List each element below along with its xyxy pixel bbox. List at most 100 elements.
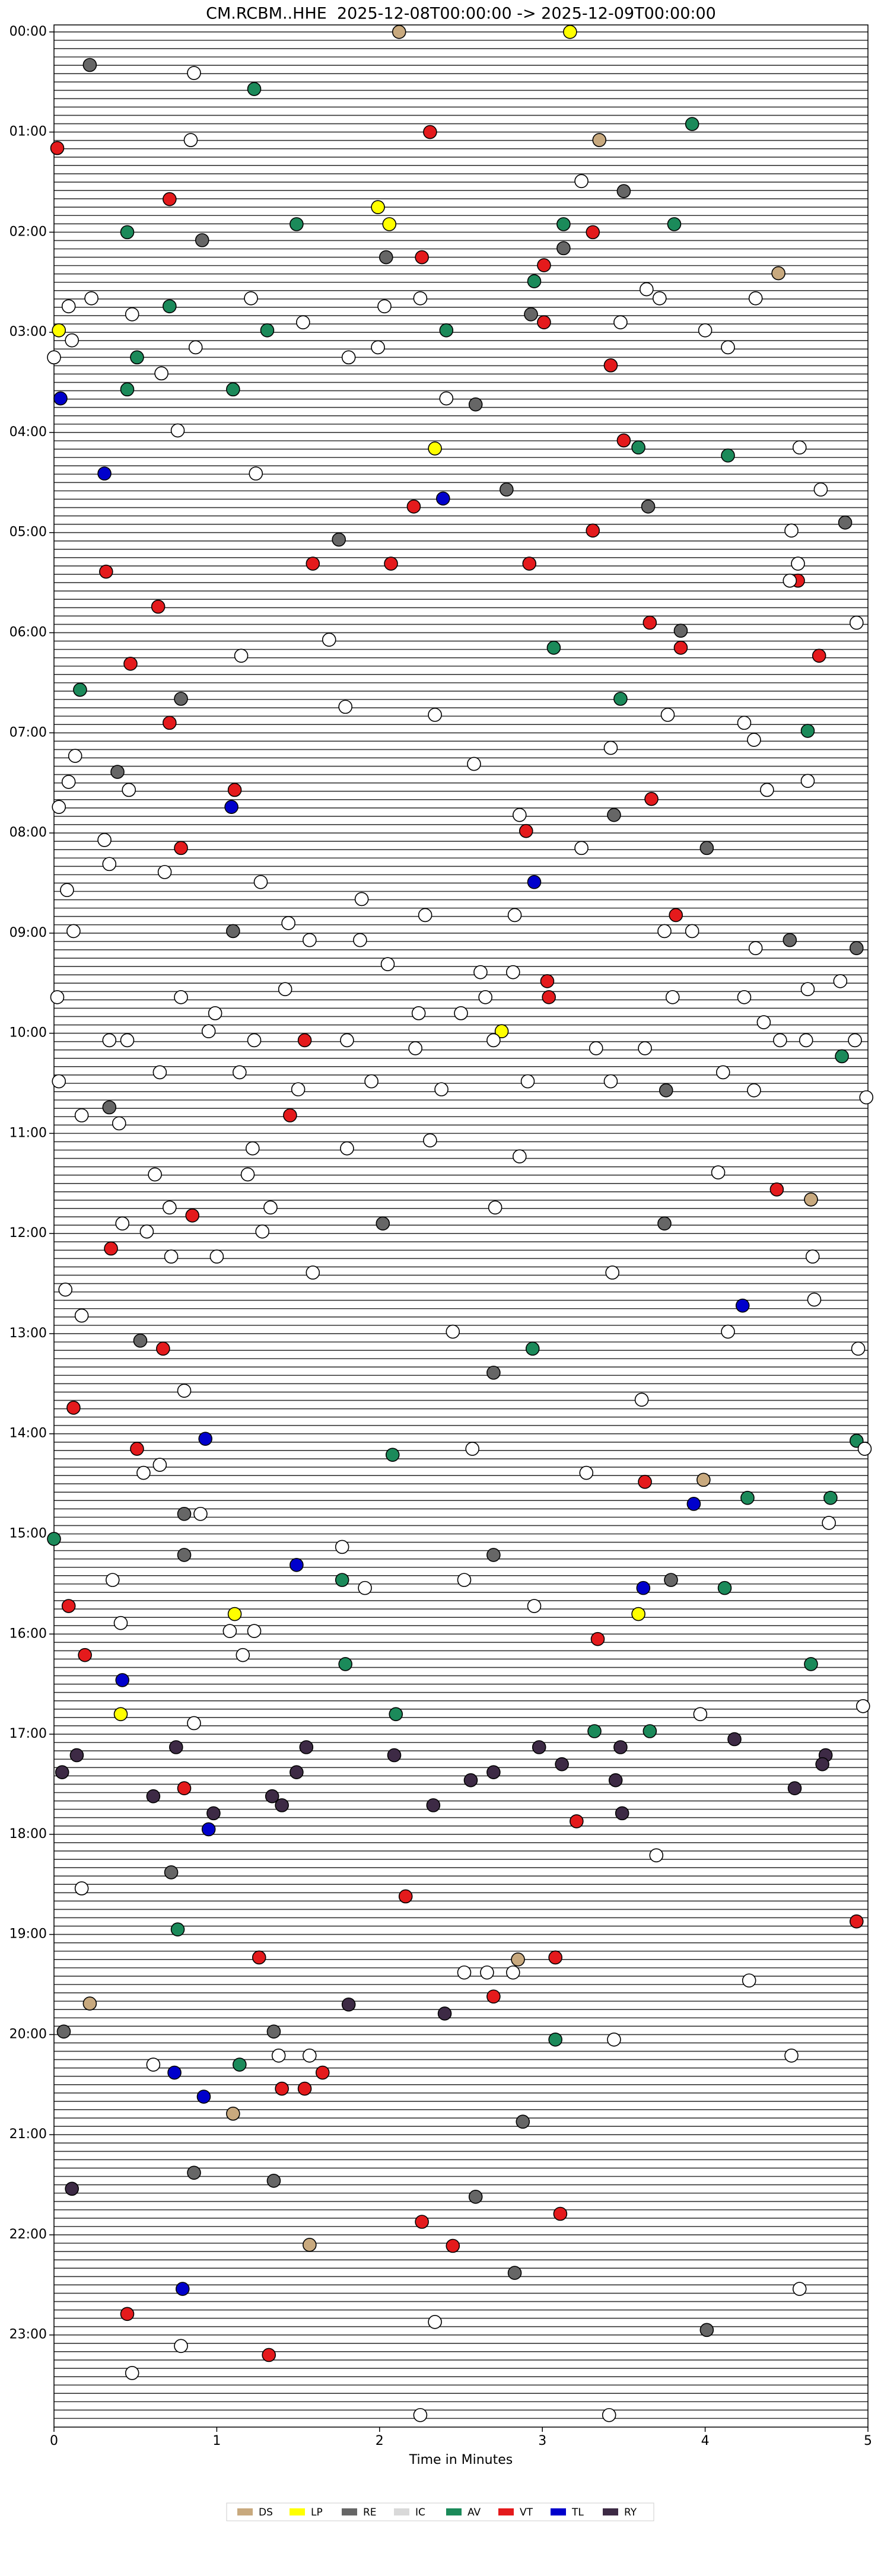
- event-marker: [587, 1724, 602, 1738]
- event-marker: [660, 708, 675, 722]
- event-marker: [784, 523, 799, 538]
- event-marker: [209, 1249, 224, 1264]
- event-marker: [408, 1041, 422, 1055]
- event-marker: [792, 2282, 807, 2296]
- event-marker: [125, 2366, 139, 2380]
- event-marker: [855, 1699, 870, 1713]
- event-marker: [187, 1716, 201, 1731]
- event-marker: [511, 1952, 525, 1967]
- event-marker: [659, 1083, 673, 1098]
- event-marker: [174, 692, 188, 706]
- event-marker: [82, 1996, 97, 2011]
- event-marker: [152, 1458, 167, 1472]
- event-marker: [120, 382, 135, 397]
- event-marker: [804, 1657, 818, 1671]
- event-marker: [613, 1740, 628, 1754]
- event-marker: [255, 1224, 270, 1239]
- event-marker: [548, 2033, 562, 2047]
- y-tick-label: 23:00: [9, 2327, 47, 2342]
- event-marker: [603, 1074, 618, 1089]
- event-marker: [97, 466, 112, 481]
- event-marker: [174, 2339, 188, 2354]
- event-marker: [120, 1033, 135, 1048]
- event-marker: [148, 1167, 162, 1182]
- event-marker: [556, 217, 571, 231]
- event-marker: [823, 1490, 838, 1505]
- event-marker: [252, 1950, 266, 1965]
- event-marker: [465, 1442, 480, 1456]
- event-marker: [664, 1573, 678, 1587]
- event-marker: [227, 783, 242, 797]
- event-marker: [133, 1333, 148, 1348]
- event-marker: [332, 532, 346, 547]
- y-tick-label: 02:00: [9, 224, 47, 239]
- event-marker: [84, 291, 98, 306]
- x-axis-label: Time in Minutes: [409, 2453, 513, 2467]
- event-marker: [174, 841, 188, 856]
- y-tick-label: 21:00: [9, 2127, 47, 2142]
- event-marker: [546, 641, 561, 655]
- event-marker: [673, 624, 688, 638]
- event-marker: [296, 315, 310, 330]
- event-marker: [699, 841, 714, 856]
- event-marker: [473, 965, 488, 979]
- traces: [54, 31, 868, 2419]
- event-marker: [66, 1401, 81, 1415]
- event-marker: [634, 1392, 649, 1407]
- event-marker: [413, 2408, 428, 2422]
- event-marker: [115, 1673, 130, 1687]
- event-marker: [74, 1308, 89, 1323]
- event-marker: [61, 1599, 76, 1613]
- event-marker: [406, 500, 421, 514]
- y-tick-label: 16:00: [9, 1626, 47, 1641]
- event-marker: [233, 2057, 247, 2072]
- event-marker: [61, 775, 76, 789]
- event-marker: [164, 1249, 179, 1264]
- event-marker: [152, 1065, 167, 1080]
- event-marker: [198, 1432, 212, 1446]
- event-marker: [747, 1083, 761, 1098]
- event-marker: [177, 1781, 192, 1795]
- event-marker: [303, 2238, 317, 2252]
- y-tick-label: 05:00: [9, 525, 47, 540]
- event-marker: [833, 974, 848, 988]
- event-marker: [354, 892, 369, 907]
- event-marker: [123, 657, 138, 671]
- event-marker: [73, 682, 87, 697]
- event-marker: [183, 133, 198, 147]
- event-marker: [516, 2114, 530, 2129]
- event-marker: [457, 1573, 472, 1587]
- event-marker: [548, 1950, 562, 1965]
- event-marker: [574, 841, 589, 856]
- event-marker: [822, 1516, 836, 1530]
- event-marker: [125, 307, 139, 322]
- event-marker: [715, 1065, 730, 1080]
- event-marker: [542, 990, 556, 1004]
- event-marker: [748, 941, 763, 955]
- event-marker: [66, 924, 81, 939]
- event-marker: [52, 323, 66, 338]
- event-marker: [290, 217, 304, 231]
- event-marker: [807, 1292, 822, 1307]
- event-marker: [553, 2206, 568, 2221]
- event-marker: [398, 1889, 413, 1904]
- event-marker: [711, 1165, 726, 1180]
- y-tick-label: 11:00: [9, 1125, 47, 1140]
- event-marker: [649, 1848, 664, 1863]
- event-marker: [226, 2106, 240, 2121]
- event-marker: [800, 982, 815, 997]
- event-marker: [760, 783, 774, 797]
- event-marker: [570, 1814, 584, 1828]
- x-tick-label: 1: [212, 2434, 221, 2448]
- y-tick-label: 03:00: [9, 325, 47, 339]
- event-marker: [139, 1224, 154, 1239]
- event-marker: [574, 174, 589, 189]
- event-marker: [65, 2181, 79, 2196]
- event-marker: [486, 1548, 501, 1562]
- event-marker: [468, 2190, 483, 2204]
- legend-swatch: [290, 2508, 305, 2515]
- event-marker: [500, 482, 514, 497]
- event-marker: [163, 1200, 177, 1215]
- event-marker: [563, 25, 577, 39]
- event-marker: [812, 648, 826, 663]
